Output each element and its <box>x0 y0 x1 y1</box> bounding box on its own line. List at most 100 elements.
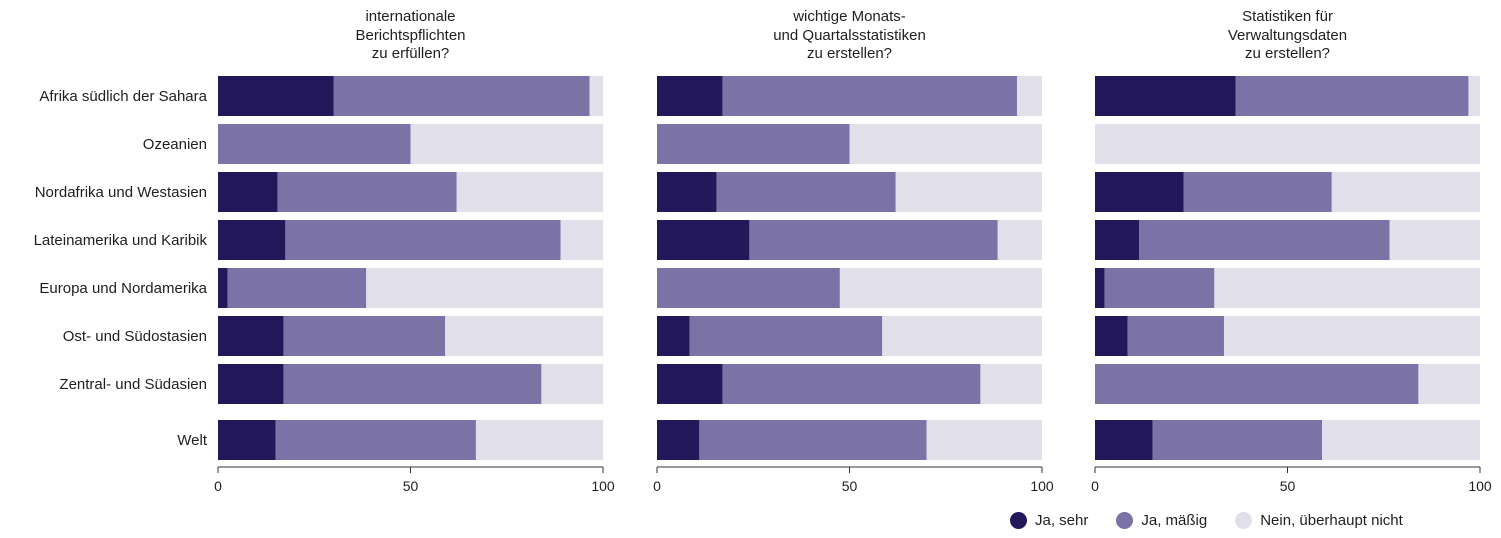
x-tick-label-panel-1-50: 50 <box>403 478 419 494</box>
bar-segment-panel-1-welt-nein-ueberhaupt-nicht <box>475 420 603 460</box>
bar-segment-panel-1-ost-und-suedostasien-ja-sehr <box>218 316 284 356</box>
bar-segment-panel-2-lateinamerika-und-karibik-ja-sehr <box>657 220 750 260</box>
bar-segment-panel-2-welt-nein-ueberhaupt-nicht <box>926 420 1042 460</box>
panel-1-title-line-2: Berichtspflichten <box>355 27 465 44</box>
bar-segment-panel-2-ozeanien-nein-ueberhaupt-nicht <box>849 124 1042 164</box>
bar-segment-panel-1-lateinamerika-und-karibik-nein-ueberhaupt-nicht <box>560 220 603 260</box>
bar-segment-panel-2-zentral-und-suedasien-ja-maessig <box>722 364 981 404</box>
bar-segment-panel-1-afrika-suedlich-der-sahara-nein-ueberhaupt-nicht <box>589 76 603 116</box>
bar-segment-panel-2-europa-und-nordamerika-ja-maessig <box>657 268 840 308</box>
bar-segment-panel-1-welt-ja-maessig <box>275 420 476 460</box>
bar-segment-panel-3-nordafrika-und-westasien-ja-sehr <box>1095 172 1184 212</box>
bar-segment-panel-3-europa-und-nordamerika-nein-ueberhaupt-nicht <box>1214 268 1480 308</box>
legend-label-nein-ueberhaupt-nicht: Nein, überhaupt nicht <box>1260 512 1403 529</box>
bar-segment-panel-3-welt-ja-maessig <box>1152 420 1323 460</box>
bar-segment-panel-3-nordafrika-und-westasien-nein-ueberhaupt-nicht <box>1331 172 1480 212</box>
bar-segment-panel-2-afrika-suedlich-der-sahara-ja-sehr <box>657 76 723 116</box>
bar-segment-panel-1-europa-und-nordamerika-nein-ueberhaupt-nicht <box>366 268 603 308</box>
bar-segment-panel-3-europa-und-nordamerika-ja-sehr <box>1095 268 1105 308</box>
x-tick-label-panel-3-50: 50 <box>1280 478 1296 494</box>
panel-3-title-line-2: Verwaltungsdaten <box>1228 27 1347 44</box>
legend-swatch-ja-maessig <box>1116 512 1134 529</box>
bar-segment-panel-2-zentral-und-suedasien-ja-sehr <box>657 364 723 404</box>
bar-segment-panel-3-afrika-suedlich-der-sahara-ja-maessig <box>1235 76 1469 116</box>
bar-segment-panel-1-nordafrika-und-westasien-ja-sehr <box>218 172 278 212</box>
x-tick-label-panel-1-0: 0 <box>214 478 222 494</box>
bar-segment-panel-3-afrika-suedlich-der-sahara-nein-ueberhaupt-nicht <box>1468 76 1480 116</box>
bar-segment-panel-1-welt-ja-sehr <box>218 420 276 460</box>
bar-segment-panel-3-welt-nein-ueberhaupt-nicht <box>1322 420 1480 460</box>
bar-segment-panel-2-ost-und-suedostasien-ja-maessig <box>689 316 883 356</box>
bar-segment-panel-2-zentral-und-suedasien-nein-ueberhaupt-nicht <box>980 364 1042 404</box>
bar-segment-panel-1-ost-und-suedostasien-nein-ueberhaupt-nicht <box>445 316 603 356</box>
bar-segment-panel-2-welt-ja-maessig <box>699 420 927 460</box>
bar-segment-panel-2-ost-und-suedostasien-nein-ueberhaupt-nicht <box>882 316 1042 356</box>
panel-1-title-line-3: zu erfüllen? <box>372 45 450 62</box>
bar-segment-panel-2-ozeanien-ja-maessig <box>657 124 850 164</box>
panel-2-title-line-1: wichtige Monats- <box>792 8 906 25</box>
bar-segment-panel-3-zentral-und-suedasien-ja-maessig <box>1095 364 1419 404</box>
bar-segment-panel-1-zentral-und-suedasien-ja-sehr <box>218 364 284 404</box>
panel-2-title-line-2: und Quartalsstatistiken <box>773 27 926 44</box>
x-tick-label-panel-2-0: 0 <box>653 478 661 494</box>
bar-segment-panel-1-ost-und-suedostasien-ja-maessig <box>283 316 446 356</box>
category-label-zentral-und-suedasien: Zentral- und Südasien <box>59 376 207 393</box>
bar-segment-panel-3-lateinamerika-und-karibik-nein-ueberhaupt-nicht <box>1389 220 1480 260</box>
bar-segment-panel-1-afrika-suedlich-der-sahara-ja-maessig <box>333 76 590 116</box>
bar-segment-panel-1-zentral-und-suedasien-ja-maessig <box>283 364 542 404</box>
panel-2-title-line-3: zu erstellen? <box>807 45 892 62</box>
bar-segment-panel-1-nordafrika-und-westasien-nein-ueberhaupt-nicht <box>456 172 603 212</box>
bar-segment-panel-3-ost-und-suedostasien-ja-maessig <box>1127 316 1224 356</box>
bar-segment-panel-3-welt-ja-sehr <box>1095 420 1153 460</box>
panel-3-title-line-3: zu erstellen? <box>1245 45 1330 62</box>
x-tick-label-panel-2-100: 100 <box>1030 478 1054 494</box>
bar-segment-panel-3-europa-und-nordamerika-ja-maessig <box>1104 268 1215 308</box>
category-label-lateinamerika-und-karibik: Lateinamerika und Karibik <box>34 232 208 249</box>
legend-item-ja-sehr: Ja, sehr <box>1010 512 1088 529</box>
category-label-ozeanien: Ozeanien <box>143 136 207 153</box>
bar-segment-panel-1-lateinamerika-und-karibik-ja-sehr <box>218 220 286 260</box>
bar-segment-panel-2-ost-und-suedostasien-ja-sehr <box>657 316 690 356</box>
category-label-afrika-suedlich-der-sahara: Afrika südlich der Sahara <box>39 88 207 105</box>
bar-segment-panel-1-ozeanien-nein-ueberhaupt-nicht <box>410 124 603 164</box>
bar-segment-panel-3-lateinamerika-und-karibik-ja-maessig <box>1139 220 1390 260</box>
bar-segment-panel-2-afrika-suedlich-der-sahara-nein-ueberhaupt-nicht <box>1016 76 1042 116</box>
bar-segment-panel-3-ozeanien-nein-ueberhaupt-nicht <box>1095 124 1480 164</box>
bar-segment-panel-2-europa-und-nordamerika-nein-ueberhaupt-nicht <box>839 268 1042 308</box>
bar-segment-panel-1-lateinamerika-und-karibik-ja-maessig <box>285 220 561 260</box>
x-tick-label-panel-2-50: 50 <box>842 478 858 494</box>
bar-segment-panel-1-ozeanien-ja-maessig <box>218 124 411 164</box>
bar-segment-panel-2-nordafrika-und-westasien-ja-sehr <box>657 172 717 212</box>
bar-segment-panel-2-lateinamerika-und-karibik-ja-maessig <box>749 220 998 260</box>
bar-segment-panel-2-nordafrika-und-westasien-ja-maessig <box>716 172 896 212</box>
bar-segment-panel-1-zentral-und-suedasien-nein-ueberhaupt-nicht <box>541 364 603 404</box>
x-tick-label-panel-1-100: 100 <box>591 478 615 494</box>
legend-label-ja-sehr: Ja, sehr <box>1035 512 1089 529</box>
x-tick-label-panel-3-100: 100 <box>1468 478 1492 494</box>
legend-swatch-ja-sehr <box>1010 512 1027 529</box>
bar-segment-panel-1-afrika-suedlich-der-sahara-ja-sehr <box>218 76 334 116</box>
category-label-nordafrika-und-westasien: Nordafrika und Westasien <box>35 184 207 201</box>
bar-segment-panel-3-ost-und-suedostasien-ja-sehr <box>1095 316 1128 356</box>
bar-segment-panel-1-nordafrika-und-westasien-ja-maessig <box>277 172 457 212</box>
bar-segment-panel-2-nordafrika-und-westasien-nein-ueberhaupt-nicht <box>895 172 1042 212</box>
bar-segment-panel-3-zentral-und-suedasien-nein-ueberhaupt-nicht <box>1418 364 1480 404</box>
bar-segment-panel-3-afrika-suedlich-der-sahara-ja-sehr <box>1095 76 1236 116</box>
legend-item-nein-ueberhaupt-nicht: Nein, überhaupt nicht <box>1235 512 1403 529</box>
category-label-welt: Welt <box>177 432 208 449</box>
bar-segment-panel-1-europa-und-nordamerika-ja-maessig <box>227 268 367 308</box>
x-tick-label-panel-3-0: 0 <box>1091 478 1099 494</box>
panel-1-title-line-1: internationale <box>365 8 455 25</box>
legend: Ja, sehr Ja, mäßig Nein, überhaupt nicht <box>1010 512 1403 529</box>
bar-segment-panel-2-afrika-suedlich-der-sahara-ja-maessig <box>722 76 1017 116</box>
legend-swatch-nein-ueberhaupt-nicht <box>1235 512 1253 529</box>
bar-segment-panel-2-lateinamerika-und-karibik-nein-ueberhaupt-nicht <box>997 220 1042 260</box>
category-label-europa-und-nordamerika: Europa und Nordamerika <box>39 280 207 297</box>
category-label-ost-und-suedostasien: Ost- und Südostasien <box>63 328 207 345</box>
bar-segment-panel-2-welt-ja-sehr <box>657 420 700 460</box>
legend-item-ja-maessig: Ja, mäßig <box>1116 512 1207 529</box>
legend-label-ja-maessig: Ja, mäßig <box>1141 512 1208 529</box>
bar-segment-panel-3-nordafrika-und-westasien-ja-maessig <box>1183 172 1332 212</box>
panel-3-title-line-1: Statistiken für <box>1242 8 1333 25</box>
